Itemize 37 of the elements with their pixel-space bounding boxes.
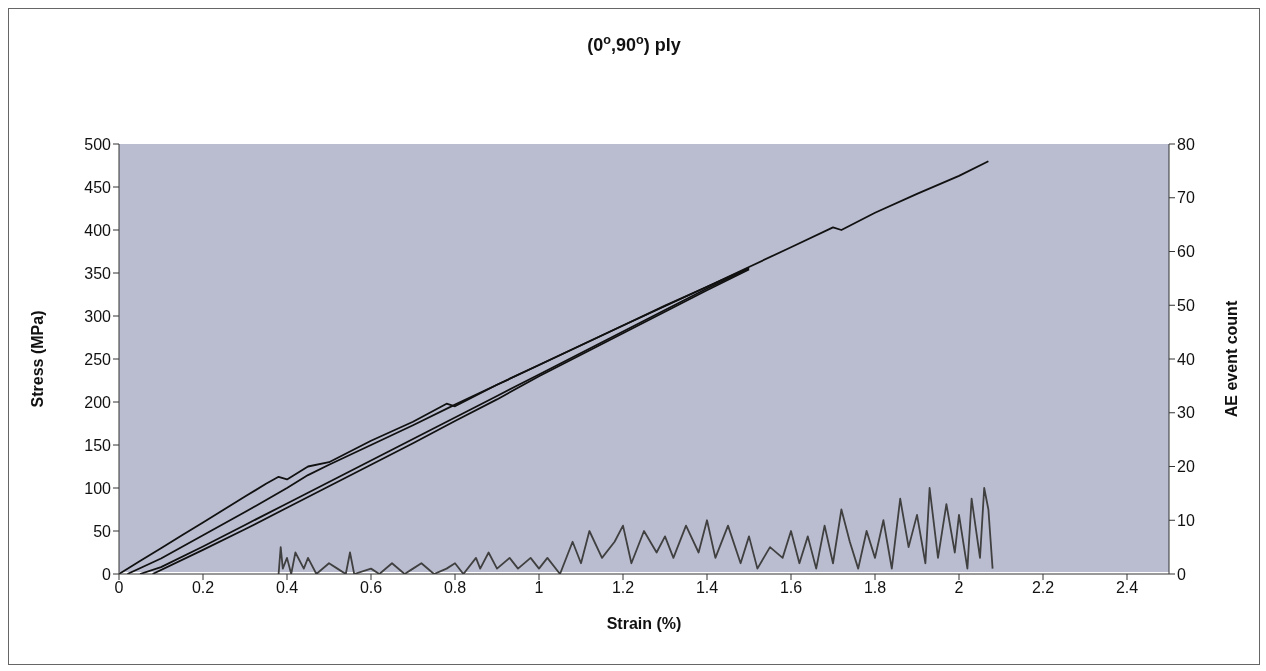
y2-tick-label: 50 [1177,296,1195,314]
chart-title: (0$^{o}$,90$^{o}$) ply [587,33,681,55]
y2-tick-label: 10 [1177,511,1195,529]
x-tick-label: 0.8 [443,579,467,597]
x-tick-label: 2 [954,579,964,597]
x-axis-title: Strain (%) [606,615,682,632]
y-tick-label: 50 [93,522,112,540]
y-tick-label: 250 [84,350,112,368]
y-tick-label: 450 [84,178,112,196]
x-tick-label: 1.2 [611,579,635,597]
x-tick-label: 2.2 [1031,579,1055,597]
x-tick-label: 0.2 [191,579,215,597]
y2-tick-label: 40 [1177,350,1195,368]
y-tick-label: 400 [84,221,112,239]
x-tick-label: 1 [534,579,544,597]
x-tick-label: 0 [114,579,124,597]
y2-tick-label: 80 [1177,135,1195,153]
x-tick-label: 0.6 [359,579,383,597]
y-tick-label: 500 [84,135,112,153]
y2-tick-label: 0 [1177,565,1186,583]
y-tick-label: 300 [84,307,112,325]
x-tick-label: 0.4 [275,579,299,597]
x-tick-label: 1.6 [779,579,803,597]
y-tick-label: 350 [84,264,112,282]
y2-tick-label: 30 [1177,404,1195,422]
y-tick-label: 100 [84,479,112,497]
y-tick-label: 0 [102,565,112,583]
y-tick-label: 200 [84,393,112,411]
y2-tick-label: 60 [1177,243,1195,261]
y2-tick-label: 70 [1177,189,1195,207]
x-tick-label: 2.4 [1115,579,1139,597]
y-tick-label: 150 [84,436,112,454]
y2-axis-title: AE event count [1222,300,1240,418]
y2-tick-label: 20 [1177,458,1195,476]
x-tick-label: 1.8 [863,579,887,597]
y-axis-title: Stress (MPa) [28,310,46,408]
x-tick-label: 1.4 [695,579,719,597]
